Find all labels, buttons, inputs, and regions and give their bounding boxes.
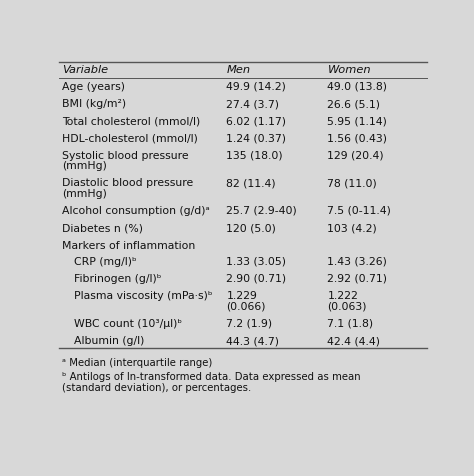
Text: 44.3 (4.7): 44.3 (4.7) xyxy=(227,335,279,345)
Text: Albumin (g/l): Albumin (g/l) xyxy=(74,335,144,345)
Text: Diastolic blood pressure: Diastolic blood pressure xyxy=(62,178,193,188)
Text: (standard deviation), or percentages.: (standard deviation), or percentages. xyxy=(62,383,251,393)
Text: Plasma viscosity (mPa·s)ᵇ: Plasma viscosity (mPa·s)ᵇ xyxy=(74,290,212,300)
Text: Total cholesterol (mmol/l): Total cholesterol (mmol/l) xyxy=(62,116,201,126)
Text: Variable: Variable xyxy=(62,64,109,74)
Text: 1.229: 1.229 xyxy=(227,290,257,300)
Text: (mmHg): (mmHg) xyxy=(62,161,107,171)
Text: 49.9 (14.2): 49.9 (14.2) xyxy=(227,82,286,92)
Text: Diabetes n (%): Diabetes n (%) xyxy=(62,223,143,233)
Text: 1.56 (0.43): 1.56 (0.43) xyxy=(328,133,387,143)
Text: 7.2 (1.9): 7.2 (1.9) xyxy=(227,318,273,328)
Text: Fibrinogen (g/l)ᵇ: Fibrinogen (g/l)ᵇ xyxy=(74,273,161,283)
Text: Markers of inflammation: Markers of inflammation xyxy=(62,240,195,250)
Text: 78 (11.0): 78 (11.0) xyxy=(328,178,377,188)
Text: (mmHg): (mmHg) xyxy=(62,188,107,198)
Text: ᵇ Antilogs of ln-transformed data. Data expressed as mean: ᵇ Antilogs of ln-transformed data. Data … xyxy=(62,372,361,382)
Text: (0.066): (0.066) xyxy=(227,301,266,311)
Text: BMI (kg/m²): BMI (kg/m²) xyxy=(62,99,126,109)
Text: Age (years): Age (years) xyxy=(62,82,125,92)
Text: Women: Women xyxy=(328,64,371,74)
Text: Men: Men xyxy=(227,64,251,74)
Text: 7.1 (1.8): 7.1 (1.8) xyxy=(328,318,374,328)
Text: 27.4 (3.7): 27.4 (3.7) xyxy=(227,99,279,109)
Text: Systolic blood pressure: Systolic blood pressure xyxy=(62,150,189,160)
Text: 135 (18.0): 135 (18.0) xyxy=(227,150,283,160)
Text: 42.4 (4.4): 42.4 (4.4) xyxy=(328,335,381,345)
Text: 1.33 (3.05): 1.33 (3.05) xyxy=(227,256,286,266)
Text: 26.6 (5.1): 26.6 (5.1) xyxy=(328,99,381,109)
Text: 2.90 (0.71): 2.90 (0.71) xyxy=(227,273,286,283)
Text: 49.0 (13.8): 49.0 (13.8) xyxy=(328,82,387,92)
Text: ᵃ Median (interquartile range): ᵃ Median (interquartile range) xyxy=(62,357,212,367)
Text: 82 (11.4): 82 (11.4) xyxy=(227,178,276,188)
Text: 1.222: 1.222 xyxy=(328,290,358,300)
Text: 7.5 (0-11.4): 7.5 (0-11.4) xyxy=(328,206,392,216)
Text: Alcohol consumption (g/d)ᵃ: Alcohol consumption (g/d)ᵃ xyxy=(62,206,210,216)
Text: 120 (5.0): 120 (5.0) xyxy=(227,223,276,233)
Text: 6.02 (1.17): 6.02 (1.17) xyxy=(227,116,286,126)
Text: 2.92 (0.71): 2.92 (0.71) xyxy=(328,273,387,283)
Text: WBC count (10³/μl)ᵇ: WBC count (10³/μl)ᵇ xyxy=(74,318,182,328)
Text: 25.7 (2.9-40): 25.7 (2.9-40) xyxy=(227,206,297,216)
Text: (0.063): (0.063) xyxy=(328,301,367,311)
Text: HDL-cholesterol (mmol/l): HDL-cholesterol (mmol/l) xyxy=(62,133,198,143)
Text: 129 (20.4): 129 (20.4) xyxy=(328,150,384,160)
Text: CRP (mg/l)ᵇ: CRP (mg/l)ᵇ xyxy=(74,256,137,266)
Text: 1.43 (3.26): 1.43 (3.26) xyxy=(328,256,387,266)
Text: 5.95 (1.14): 5.95 (1.14) xyxy=(328,116,387,126)
Text: 1.24 (0.37): 1.24 (0.37) xyxy=(227,133,286,143)
Text: 103 (4.2): 103 (4.2) xyxy=(328,223,377,233)
